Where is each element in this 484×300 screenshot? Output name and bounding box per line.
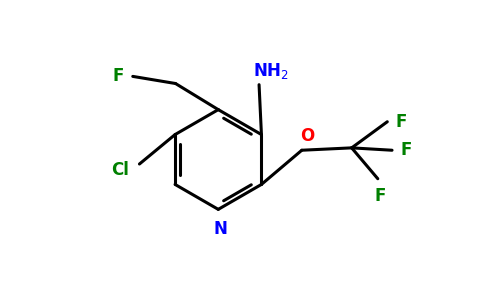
Text: Cl: Cl <box>111 161 129 179</box>
Text: F: F <box>375 187 386 205</box>
Text: F: F <box>401 141 412 159</box>
Text: O: O <box>301 128 315 146</box>
Text: F: F <box>113 68 124 85</box>
Text: N: N <box>214 220 227 238</box>
Text: NH$_2$: NH$_2$ <box>253 61 289 81</box>
Text: F: F <box>396 113 407 131</box>
